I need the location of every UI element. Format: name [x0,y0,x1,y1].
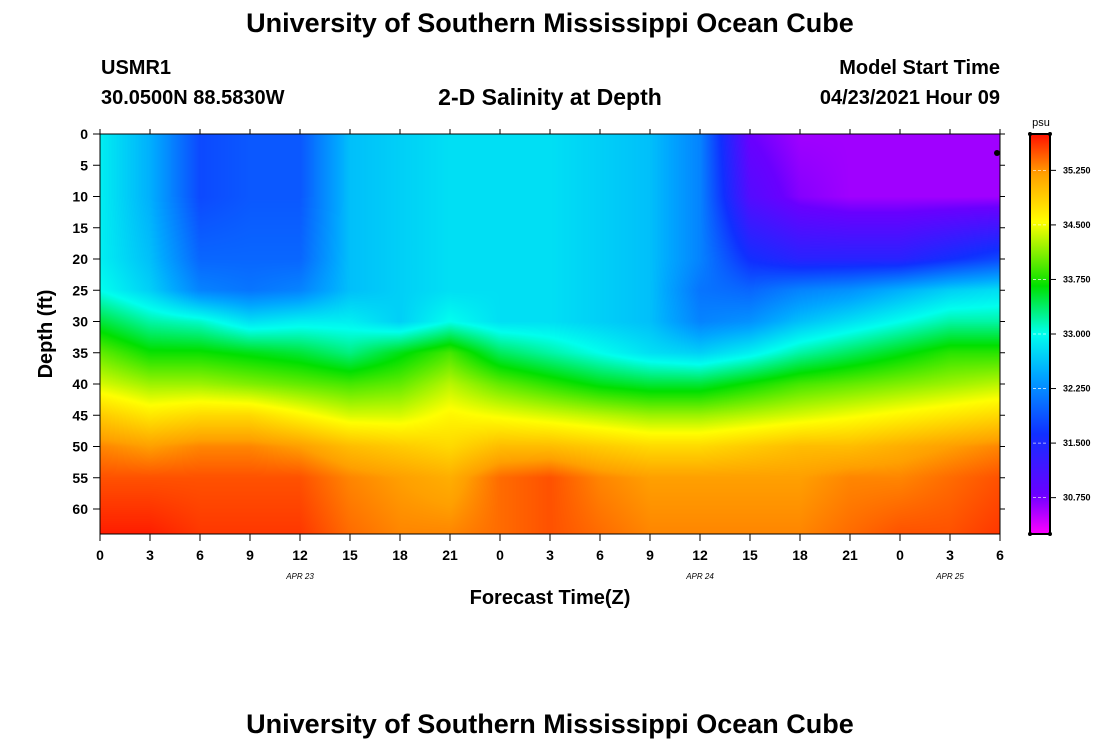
x-tick-label: 9 [646,547,654,563]
colorbar-corner-dot [1028,132,1032,136]
colorbar-tick-label: 31.500 [1063,438,1091,448]
colorbar-ticks: 35.250 34.500 33.750 33.000 32.250 31.500 30.7… [1028,132,1091,536]
x-tick-label: 15 [742,547,758,563]
y-tick-label: 60 [72,501,88,517]
date-label: APR 23 [285,572,314,581]
station-coordinates: 30.0500N 88.5830W [101,87,285,109]
salinity-chart: 0 3 6 9 12 15 18 21 0 3 6 9 12 15 18 21 0 3 6 0 5 10 15 20 25 30… [35,117,1091,609]
x-tick-label: 0 [896,547,904,563]
colorbar-unit: psu [1032,117,1050,129]
x-axis-title: Forecast Time(Z) [470,587,631,609]
y-tick-label: 50 [72,439,88,455]
y-tick-label: 40 [72,376,88,392]
x-tick-label: 6 [996,547,1004,563]
x-axis: 0 3 6 9 12 15 18 21 0 3 6 9 12 15 18 21 0 3 6 [96,129,1004,563]
x-tick-label: 18 [792,547,808,563]
x-tick-label: 6 [596,547,604,563]
colorbar-tick-label: 30.750 [1063,493,1091,503]
x-tick-label: 3 [546,547,554,563]
x-tick-label: 6 [196,547,204,563]
y-tick-label: 5 [80,157,88,173]
y-tick-label: 45 [72,407,88,423]
colorbar-tick-label: 33.000 [1063,329,1091,339]
station-id: USMR1 [101,57,172,79]
y-tick-label: 35 [72,345,88,361]
y-tick-label: 30 [72,314,88,330]
date-labels: APR 23 APR 24 APR 25 [285,572,964,581]
x-tick-label: 0 [96,547,104,563]
model-start-value: 04/23/2021 Hour 09 [819,87,1000,109]
x-tick-label: 3 [146,547,154,563]
y-axis: 0 5 10 15 20 25 30 35 40 45 50 55 60 [72,126,1005,517]
y-tick-label: 0 [80,126,88,142]
x-tick-label: 15 [342,547,358,563]
x-tick-label: 12 [692,547,708,563]
x-tick-label: 21 [442,547,458,563]
y-tick-label: 10 [72,189,88,205]
date-label: APR 24 [685,572,714,581]
x-tick-label: 18 [392,547,408,563]
x-tick-label: 0 [496,547,504,563]
colorbar-tick-label: 32.250 [1063,384,1091,394]
chart-title: 2-D Salinity at Depth [438,84,662,110]
y-axis-title: Depth (ft) [35,290,57,379]
salinity-heatmap [100,134,1000,534]
colorbar-tick-label: 35.250 [1063,165,1091,175]
x-tick-label: 12 [292,547,308,563]
station-marker [994,150,1000,156]
model-start-label: Model Start Time [839,57,1000,79]
colorbar-corner-dot [1028,532,1032,536]
colorbar-tick-label: 33.750 [1063,274,1091,284]
colorbar-corner-dot [1048,132,1052,136]
y-tick-label: 55 [72,470,88,486]
x-tick-label: 21 [842,547,858,563]
x-tick-label: 9 [246,547,254,563]
page-title: University of Southern Mississippi Ocean… [246,8,854,38]
y-tick-label: 15 [72,220,88,236]
heatmap-area [100,134,1000,534]
y-tick-label: 25 [72,282,88,298]
y-tick-label: 20 [72,251,88,267]
colorbar-corner-dot [1048,532,1052,536]
colorbar-tick-label: 34.500 [1063,220,1091,230]
x-tick-label: 3 [946,547,954,563]
footer-title: University of Southern Mississippi Ocean… [246,709,854,739]
date-label: APR 25 [935,572,964,581]
